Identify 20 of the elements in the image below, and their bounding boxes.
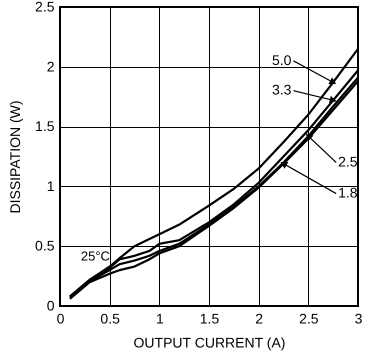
y-tick-label: 1 — [46, 178, 55, 194]
text: 1.8 — [338, 184, 358, 201]
y-tick-label: 0.5 — [35, 238, 55, 254]
x-tick-label: 0 — [56, 310, 65, 326]
x-tick-label: 2.5 — [299, 310, 319, 326]
x-tick-label: 2 — [255, 310, 264, 326]
text: 5.0 — [272, 52, 292, 68]
x-tick-label: 0.5 — [100, 310, 120, 326]
y-tick-label: 2.5 — [35, 0, 55, 14]
y-tick-label: 0 — [46, 298, 55, 314]
y-axis-title: DISSIPATION (W) — [7, 100, 24, 214]
x-axis-title: OUTPUT CURRENT (A) — [134, 334, 286, 350]
x-tick-label: 3 — [354, 310, 363, 326]
y-tick-label: 2 — [46, 58, 55, 74]
x-tick-label: 1.5 — [200, 310, 220, 326]
x-tick-label: 1 — [156, 310, 164, 326]
annotation: 25°C — [80, 248, 110, 264]
legend-label: 3.3 — [272, 82, 292, 98]
y-tick-label: 1.5 — [35, 118, 55, 134]
text: 2.5 — [338, 153, 358, 170]
